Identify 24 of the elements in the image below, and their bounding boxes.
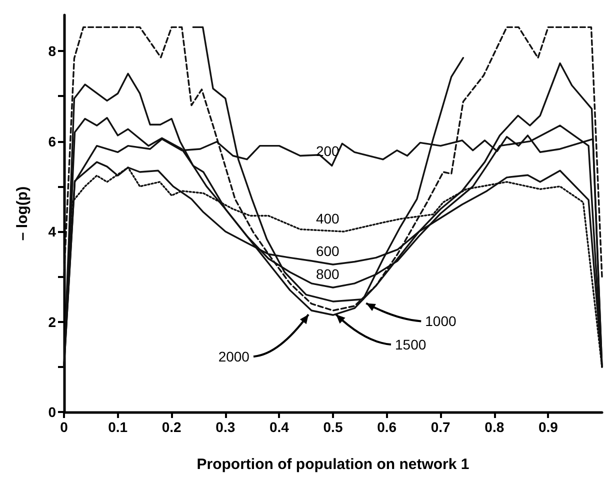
y-tick-label: 4 [48, 224, 56, 240]
y-tick-label: 2 [48, 314, 56, 330]
annotation: 400 [316, 210, 340, 227]
annotation: 600 [316, 243, 340, 260]
x-tick-label: 0 [60, 419, 68, 435]
x-axis-title: Proportion of population on network 1 [196, 456, 470, 473]
y-tick-label: 0 [48, 404, 56, 420]
annotation: 200 [316, 142, 340, 159]
annotation: 1500 [395, 336, 426, 352]
x-tick-label: 0.1 [108, 419, 128, 435]
annotation: 1000 [425, 313, 456, 330]
y-tick-label: 8 [48, 43, 56, 60]
x-tick-label: 0.2 [162, 419, 182, 435]
x-tick-label: 0.9 [538, 419, 558, 435]
y-tick-label: 6 [48, 133, 56, 150]
x-tick-label: 0.7 [430, 419, 451, 435]
annotation: 2000 [218, 348, 250, 364]
x-tick-label: 0.6 [377, 419, 397, 435]
x-tick-label: 0.3 [216, 419, 236, 435]
x-tick-label: 0.5 [323, 419, 343, 435]
x-tick-label: 0.8 [484, 419, 504, 435]
y-axis-title: – log(p) [14, 186, 31, 241]
x-tick-label: 0.4 [269, 419, 290, 435]
annotation: 800 [316, 266, 340, 282]
